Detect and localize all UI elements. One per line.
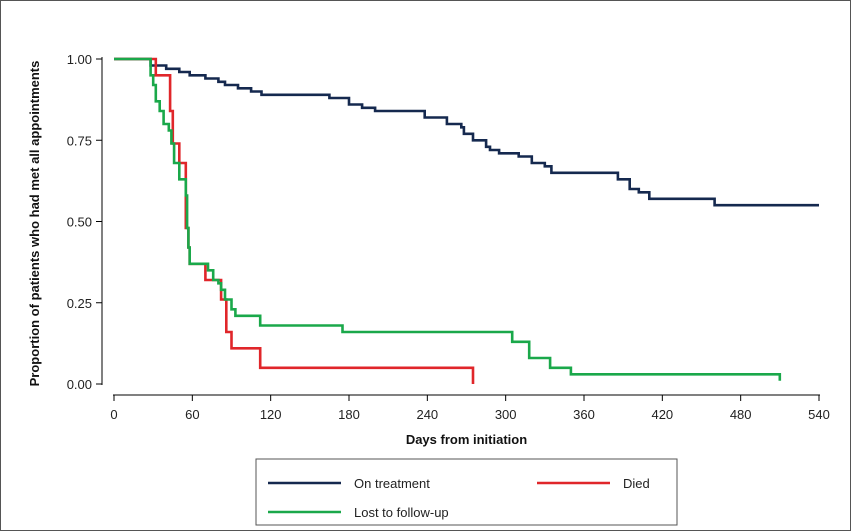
x-tick-label: 240 — [416, 407, 438, 422]
x-tick-label: 300 — [495, 407, 517, 422]
series-line-on-treatment — [114, 57, 819, 207]
y-axis-title: Proportion of patients who had met all a… — [27, 61, 42, 387]
legend-box — [255, 458, 678, 526]
x-tick-label: 60 — [185, 407, 199, 422]
series-line-died — [114, 57, 475, 384]
x-tick-label: 0 — [110, 407, 117, 422]
x-tick-label: 540 — [808, 407, 830, 422]
series-lines — [114, 57, 819, 384]
x-tick-label: 480 — [730, 407, 752, 422]
y-tick-label: 0.50 — [67, 215, 92, 230]
legend-label-on-treatment: On treatment — [354, 476, 430, 491]
y-ticks: 0.00 0.25 0.50 0.75 1.00 — [67, 52, 102, 392]
y-tick-label: 0.00 — [67, 377, 92, 392]
x-axis-title: Days from initiation — [406, 432, 527, 447]
x-tick-label: 360 — [573, 407, 595, 422]
plot-area: 0.00 0.25 0.50 0.75 1.00 0 60 120 180 240 300 360 4… — [67, 52, 830, 422]
x-tick-label: 180 — [338, 407, 360, 422]
x-tick-label: 120 — [260, 407, 282, 422]
legend-label-lost-to-follow-up: Lost to follow-up — [354, 505, 449, 520]
y-tick-label: 0.75 — [67, 133, 92, 148]
y-tick-label: 0.25 — [67, 296, 92, 311]
legend-label-died: Died — [623, 476, 650, 491]
legend: On treatment Died Lost to follow-up — [255, 458, 678, 526]
x-tick-label: 420 — [651, 407, 673, 422]
series-line-lost-to-follow-up — [114, 57, 782, 381]
y-tick-label: 1.00 — [67, 52, 92, 67]
x-ticks: 0 60 120 180 240 300 360 420 480 540 — [110, 395, 830, 422]
